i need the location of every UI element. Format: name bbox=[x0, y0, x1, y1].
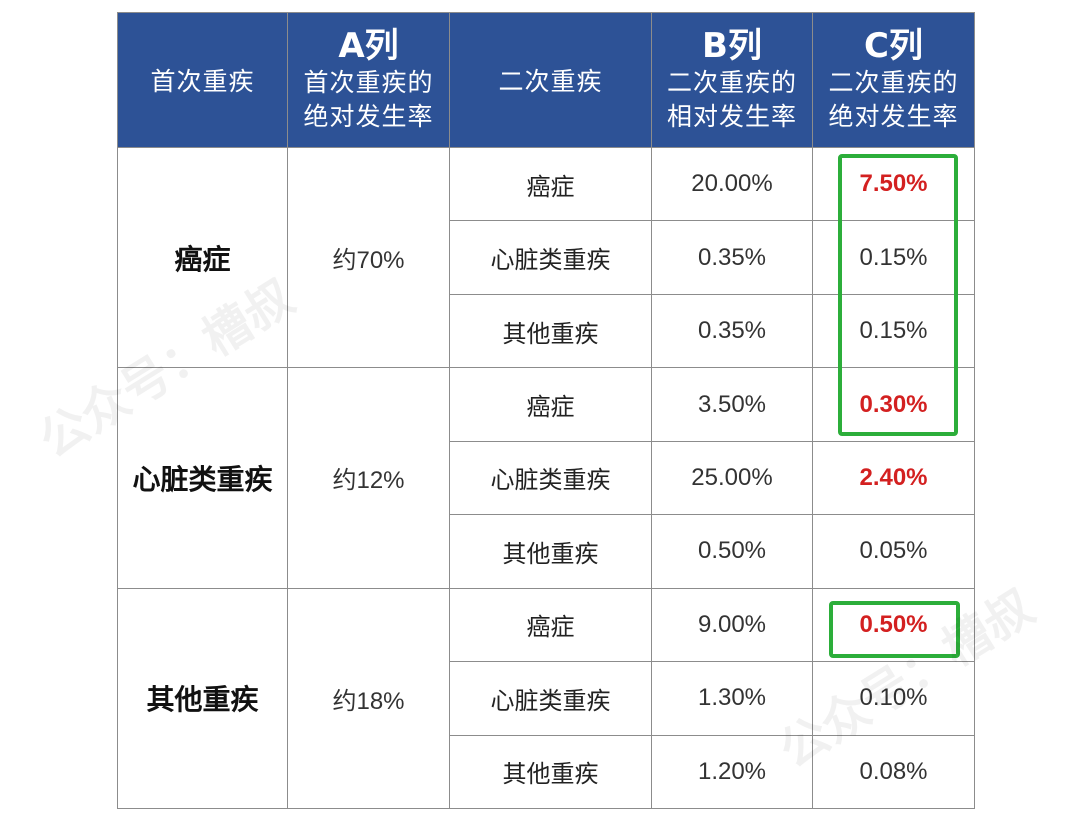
b-rate-cell: 20.00% bbox=[651, 146, 813, 222]
second-illness-cell: 其他重疾 bbox=[449, 514, 652, 589]
c-rate-cell: 0.08% bbox=[812, 734, 975, 809]
first-illness-cell: 癌症 bbox=[117, 146, 288, 369]
b-rate-cell: 1.30% bbox=[651, 661, 813, 736]
c-rate-cell-highlight: 2.40% bbox=[812, 440, 975, 516]
header-second-illness: 二次重疾 bbox=[449, 12, 652, 148]
a-rate-cell: 约12% bbox=[287, 367, 450, 589]
second-illness-cell: 其他重疾 bbox=[449, 293, 652, 369]
b-rate-cell: 0.35% bbox=[651, 293, 813, 369]
b-rate-cell: 3.50% bbox=[651, 367, 813, 442]
c-rate-cell: 0.05% bbox=[812, 514, 975, 589]
second-illness-cell: 癌症 bbox=[449, 587, 652, 663]
table-row: 其他重疾 1.20% 0.08% bbox=[118, 734, 975, 809]
second-illness-cell: 心脏类重疾 bbox=[449, 220, 652, 295]
second-illness-cell: 心脏类重疾 bbox=[449, 661, 652, 736]
second-illness-cell: 其他重疾 bbox=[449, 734, 652, 809]
a-rate-cell: 约70% bbox=[287, 146, 450, 369]
table-row: 心脏类重疾 约12% 癌症 3.50% 0.30% bbox=[117, 367, 975, 589]
b-rate-cell: 9.00% bbox=[651, 587, 813, 663]
a-rate-cell: 约18% bbox=[287, 587, 450, 810]
header-column-c: C列 二次重疾的 绝对发生率 bbox=[812, 12, 975, 148]
first-illness-cell: 心脏类重疾 bbox=[117, 367, 288, 589]
second-illness-cell: 心脏类重疾 bbox=[449, 440, 652, 516]
c-rate-cell-highlight: 0.50% bbox=[812, 587, 975, 663]
table-row: 其他重疾 0.50% 0.05% bbox=[118, 514, 975, 589]
second-illness-cell: 癌症 bbox=[449, 146, 652, 222]
header-first-illness: 首次重疾 bbox=[117, 12, 288, 148]
b-rate-cell: 25.00% bbox=[651, 440, 813, 516]
second-illness-cell: 癌症 bbox=[449, 367, 652, 442]
header-row: 首次重疾 A列 首次重疾的 绝对发生率 二次重疾 B列 二次重疾的 相对发生率 … bbox=[117, 12, 975, 148]
b-rate-cell: 0.35% bbox=[651, 220, 813, 295]
header-column-b: B列 二次重疾的 相对发生率 bbox=[651, 12, 813, 148]
c-rate-cell: 0.10% bbox=[812, 661, 975, 736]
incidence-table: 首次重疾 A列 首次重疾的 绝对发生率 二次重疾 B列 二次重疾的 相对发生率 … bbox=[117, 12, 975, 810]
table-row: 癌症 约70% 癌症 20.00% 7.50% bbox=[117, 146, 975, 369]
c-rate-cell: 0.15% bbox=[812, 293, 975, 369]
table-row: 心脏类重疾 1.30% 0.10% bbox=[118, 661, 975, 736]
c-rate-cell-highlight: 7.50% bbox=[812, 146, 975, 222]
b-rate-cell: 0.50% bbox=[651, 514, 813, 589]
c-rate-cell-highlight: 0.30% bbox=[812, 367, 975, 442]
header-column-a: A列 首次重疾的 绝对发生率 bbox=[287, 12, 450, 148]
b-rate-cell: 1.20% bbox=[651, 734, 813, 809]
table-row: 其他重疾 约18% 癌症 9.00% 0.50% bbox=[117, 587, 975, 810]
first-illness-cell: 其他重疾 bbox=[117, 587, 288, 810]
c-rate-cell: 0.15% bbox=[812, 220, 975, 295]
